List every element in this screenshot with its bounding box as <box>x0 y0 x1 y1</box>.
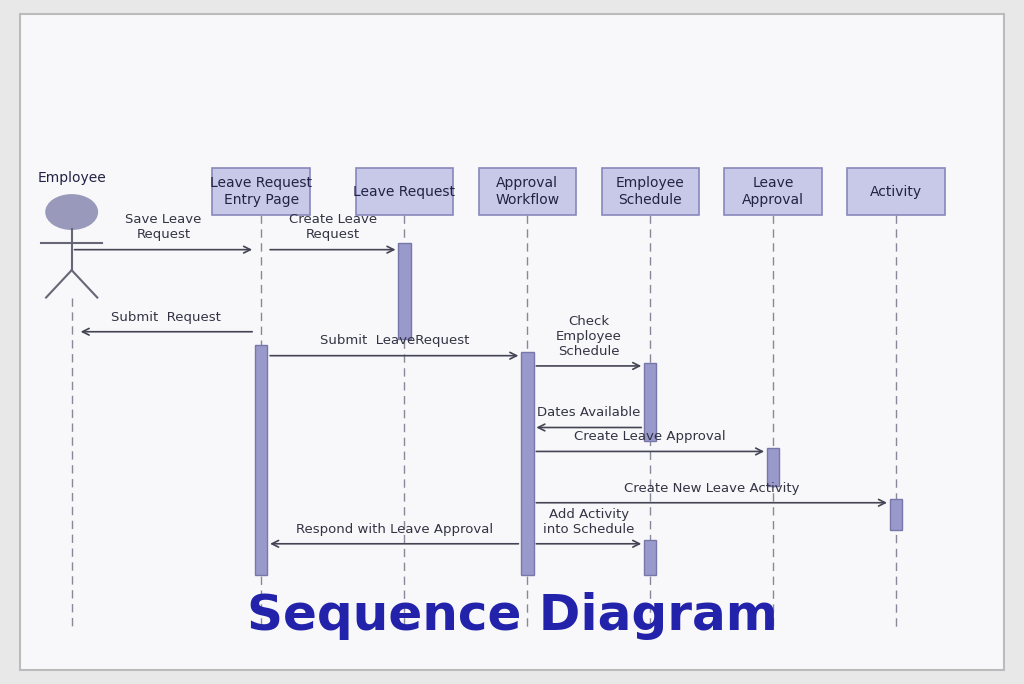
Text: Submit  Request: Submit Request <box>112 311 221 324</box>
Bar <box>602 168 698 215</box>
Bar <box>479 168 575 215</box>
Text: Create Leave Approval: Create Leave Approval <box>574 430 726 443</box>
Bar <box>398 243 411 339</box>
Bar <box>356 168 453 215</box>
Bar <box>890 499 902 530</box>
Text: Leave
Approval: Leave Approval <box>742 176 804 207</box>
Bar <box>213 168 309 215</box>
Text: Create New Leave Activity: Create New Leave Activity <box>624 482 800 495</box>
Text: Leave Request: Leave Request <box>353 185 456 198</box>
Text: Add Activity
into Schedule: Add Activity into Schedule <box>543 508 635 536</box>
Text: Employee: Employee <box>37 171 106 185</box>
Bar <box>848 168 944 215</box>
Bar <box>255 345 267 575</box>
Text: Save Leave
Request: Save Leave Request <box>125 213 202 241</box>
Bar <box>644 363 656 441</box>
Text: Sequence Diagram: Sequence Diagram <box>247 592 777 640</box>
Bar <box>644 540 656 575</box>
Bar <box>725 168 821 215</box>
Text: Dates Available: Dates Available <box>538 406 640 419</box>
Text: Submit  Leave​Request: Submit Leave​Request <box>319 334 469 347</box>
Text: Respond with Leave Approval: Respond with Leave Approval <box>296 523 493 536</box>
Text: Leave Request
Entry Page: Leave Request Entry Page <box>210 176 312 207</box>
Bar <box>767 448 779 486</box>
Text: Activity: Activity <box>870 185 922 198</box>
Circle shape <box>46 195 97 229</box>
Text: Approval
Workflow: Approval Workflow <box>496 176 559 207</box>
Text: Employee
Schedule: Employee Schedule <box>615 176 685 207</box>
Text: Create Leave
Request: Create Leave Request <box>289 213 377 241</box>
Bar <box>521 352 534 575</box>
Text: Check
Employee
Schedule: Check Employee Schedule <box>556 315 622 358</box>
